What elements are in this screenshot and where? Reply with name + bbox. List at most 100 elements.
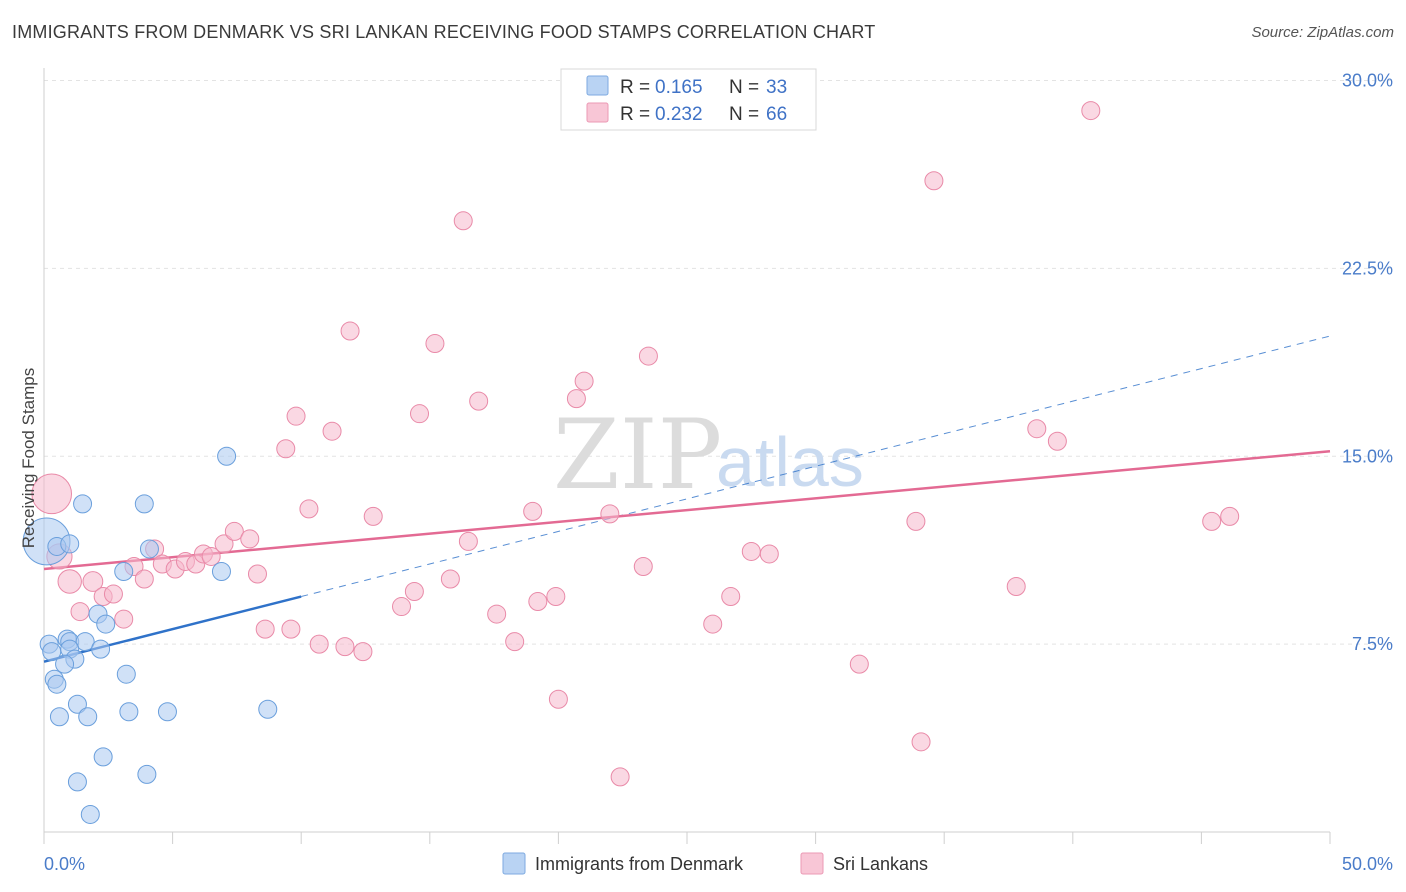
point-srilankans [404, 582, 424, 602]
point-denmark [78, 707, 98, 727]
point-denmark [116, 664, 136, 684]
point-srilankans [57, 569, 82, 594]
point-srilankans [201, 546, 221, 566]
point-denmark [47, 674, 67, 694]
point-denmark [139, 539, 159, 559]
data-points [22, 101, 1240, 824]
point-srilankans [703, 614, 723, 634]
point-denmark [73, 494, 93, 514]
x-ticks [43, 832, 1331, 844]
legend-r-value-1: 0.165 [655, 77, 703, 98]
point-srilankans [353, 642, 373, 662]
watermark-atlas: atlas [716, 423, 864, 501]
bottom-legend-label-srilankans: Sri Lankans [833, 854, 928, 874]
point-denmark [211, 561, 231, 581]
trend-line-srilankans [43, 450, 1331, 571]
point-srilankans [70, 602, 90, 622]
point-srilankans [458, 531, 478, 551]
point-denmark [114, 561, 134, 581]
point-srilankans [600, 504, 620, 524]
point-srilankans [469, 391, 489, 411]
gridlines [44, 80, 1392, 645]
point-srilankans [286, 406, 306, 426]
point-srilankans [255, 619, 275, 639]
point-srilankans [911, 732, 931, 752]
point-srilankans [103, 584, 123, 604]
trend-lines [43, 335, 1331, 663]
point-denmark [55, 654, 75, 674]
watermark-zip: ZIP [553, 399, 722, 511]
point-denmark [157, 702, 177, 722]
chart-title: IMMIGRANTS FROM DENMARK VS SRI LANKAN RE… [12, 22, 876, 42]
point-srilankans [523, 501, 543, 521]
point-srilankans [849, 654, 869, 674]
point-srilankans [1047, 431, 1067, 451]
point-srilankans [440, 569, 460, 589]
point-srilankans [924, 171, 944, 191]
point-denmark [96, 614, 116, 634]
y-tick-label: 7.5% [1352, 634, 1393, 654]
point-srilankans [224, 521, 244, 541]
point-srilankans [281, 619, 301, 639]
legend-r-value-2: 0.232 [655, 104, 703, 125]
point-srilankans [528, 592, 548, 612]
point-srilankans [453, 211, 473, 231]
point-srilankans [906, 511, 926, 531]
point-srilankans [487, 604, 507, 624]
point-srilankans [741, 541, 761, 561]
point-srilankans [82, 571, 104, 592]
point-denmark [119, 702, 139, 722]
bottom-legend-swatch-srilankans [800, 852, 824, 875]
point-srilankans [1006, 577, 1026, 597]
legend-swatch-denmark [586, 75, 609, 96]
point-srilankans [299, 499, 319, 519]
point-srilankans [214, 534, 234, 554]
point-srilankans [546, 587, 566, 607]
bottom-legend-swatch-denmark [502, 852, 526, 875]
point-denmark [134, 494, 154, 514]
legend-n-value-2: 66 [766, 104, 787, 125]
bottom-legend: Immigrants from Denmark Sri Lankans [502, 852, 928, 875]
point-srilankans [322, 421, 342, 441]
y-axis-label: Receiving Food Stamps [19, 368, 38, 548]
trend-line-extension [301, 335, 1331, 598]
point-denmark [93, 747, 113, 767]
point-srilankans [505, 632, 525, 652]
point-srilankans [425, 334, 445, 354]
legend-n-value-1: 33 [766, 77, 787, 98]
point-denmark [49, 707, 69, 727]
source-label: Source: ZipAtlas.com [1251, 24, 1394, 41]
legend-n-label-1: N = [729, 77, 759, 98]
point-srilankans [276, 439, 296, 459]
point-srilankans [574, 371, 594, 391]
point-denmark [91, 639, 111, 659]
point-srilankans [721, 587, 741, 607]
point-srilankans [247, 564, 267, 584]
x-tick-label-min: 0.0% [44, 854, 85, 874]
x-tick-label-max: 50.0% [1342, 854, 1393, 874]
point-srilankans [31, 473, 73, 515]
point-denmark [67, 772, 87, 792]
point-srilankans [638, 346, 658, 366]
point-srilankans [1081, 101, 1101, 121]
point-srilankans [340, 321, 360, 341]
point-denmark [67, 694, 87, 714]
y-tick-label: 30.0% [1342, 71, 1393, 91]
point-denmark [60, 534, 80, 554]
legend-box: R = 0.165 N = 33 R = 0.232 N = 66 [560, 68, 817, 131]
point-srilankans [392, 597, 412, 617]
legend-r-label-2: R = [620, 104, 650, 125]
point-srilankans [610, 767, 630, 787]
point-srilankans [309, 634, 329, 654]
point-srilankans [566, 389, 586, 409]
legend-swatch-srilankans [586, 102, 609, 123]
point-srilankans [1220, 506, 1240, 526]
point-srilankans [114, 609, 134, 629]
legend-r-label-1: R = [620, 77, 650, 98]
y-tick-label: 15.0% [1342, 446, 1393, 466]
point-denmark [80, 804, 100, 824]
bottom-legend-label-denmark: Immigrants from Denmark [535, 854, 744, 874]
point-srilankans [633, 556, 653, 576]
point-denmark [137, 764, 157, 784]
